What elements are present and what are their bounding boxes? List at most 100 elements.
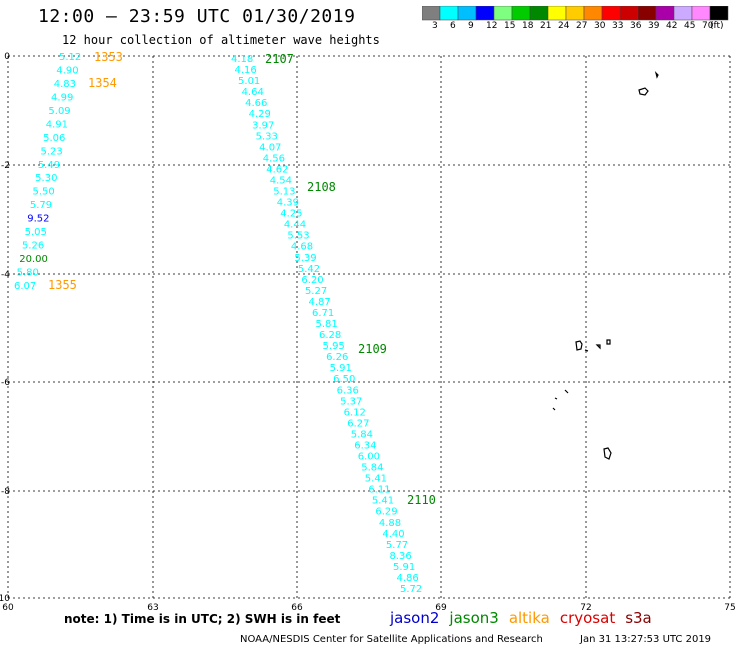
wave-height-value: 5.50 [33, 187, 55, 198]
wave-height-value: 9.52 [27, 214, 49, 225]
wave-height-value: 4.64 [242, 87, 264, 98]
wave-height-value: 4.54 [270, 175, 292, 186]
colorbar-label: 33 [612, 21, 624, 31]
pass-time-label: 1354 [88, 76, 117, 90]
wave-height-value: 4.16 [235, 65, 257, 76]
wave-height-value: 5.27 [305, 286, 327, 297]
wave-height-value: 4.56 [263, 153, 285, 164]
altimeter-track-right: 4.184.165.014.644.664.293.975.334.074.56… [231, 54, 422, 595]
y-axis-label: 0 [4, 52, 10, 62]
x-axis-label: 66 [291, 603, 303, 610]
wave-height-value: 5.91 [330, 363, 352, 374]
footer-note: note: 1) Time is in UTC; 2) SWH is in fe… [64, 612, 341, 626]
legend-item-cryosat: cryosat [559, 609, 616, 627]
wave-height-value: 5.41 [365, 474, 387, 485]
wave-height-value: 6.26 [326, 352, 348, 363]
wave-height-value: 5.84 [351, 429, 373, 440]
wave-height-value: 5.33 [256, 131, 278, 142]
island-shape [552, 389, 569, 411]
wave-height-value: 4.39 [277, 198, 299, 209]
wave-height-value: 4.91 [46, 119, 68, 130]
x-axis-label: 63 [147, 603, 158, 610]
wave-height-value: 5.06 [43, 133, 65, 144]
colorbar-label: 30 [594, 21, 606, 31]
wave-height-value: 8.36 [389, 551, 411, 562]
wave-height-value: 6.34 [354, 440, 376, 451]
wave-height-value: 5.72 [400, 584, 422, 595]
y-axis-label: -4 [1, 270, 10, 280]
x-axis-label: 72 [580, 603, 591, 610]
island-shape [603, 447, 612, 460]
colorbar-label: 21 [540, 21, 552, 31]
colorbar-label: 45 [684, 21, 696, 31]
colorbar-label: 24 [558, 21, 570, 31]
colorbar-labels: 3 6 9 12 15 18 21 24 27 30 33 36 39 42 45 70 (ft) [422, 21, 740, 33]
wave-height-value: 5.91 [393, 562, 415, 573]
wave-height-value: 4.90 [56, 65, 78, 76]
legend-item-s3a: s3a [625, 609, 652, 627]
island-shape [638, 71, 659, 96]
pass-time-label: 2107 [265, 52, 294, 66]
legend-item-altika: altika [508, 609, 550, 627]
wave-height-value: 5.41 [372, 496, 394, 507]
pass-time-labels: 1353 1354 1355 2107 2108 2109 2110 [48, 50, 436, 507]
wave-height-value: 4.66 [245, 98, 267, 109]
wave-height-value: 5.53 [287, 231, 309, 242]
wave-height-value: 6.28 [319, 330, 341, 341]
island-shape [575, 339, 611, 352]
wave-height-value: 4.07 [259, 142, 281, 153]
wave-height-value: 5.09 [48, 106, 70, 117]
wave-height-value: 4.62 [266, 164, 288, 175]
islands [552, 71, 659, 460]
colorbar [422, 6, 729, 21]
colorbar-label: 12 [486, 21, 498, 31]
page-title: 12:00 — 23:59 UTC 01/30/2019 [38, 6, 356, 27]
wave-height-value: 6.11 [368, 485, 390, 496]
x-axis-labels: 60 63 66 69 72 75 [2, 603, 735, 610]
y-axis-label: -10 [0, 594, 10, 604]
colorbar-label: 3 [432, 21, 438, 31]
pass-time-label: 1353 [94, 50, 123, 64]
map-grid [7, 55, 731, 599]
colorbar-label: 36 [630, 21, 642, 31]
legend-item-jason2: jason2 [390, 609, 440, 627]
wave-height-value: 6.50 [333, 374, 355, 385]
pass-time-label: 2108 [307, 180, 336, 194]
wave-height-value: 5.26 [22, 241, 44, 252]
wave-height-value: 4.18 [231, 54, 253, 65]
wave-height-value: 4.88 [379, 518, 401, 529]
wave-height-value: 6.12 [344, 407, 366, 418]
colorbar-label: 42 [666, 21, 678, 31]
colorbar-label: 70 [702, 21, 714, 31]
pass-time-label: 2110 [407, 493, 436, 507]
legend-item-jason3: jason3 [449, 609, 499, 627]
wave-height-value: 5.49 [38, 160, 60, 171]
wave-height-value: 6.71 [312, 308, 334, 319]
wave-height-value: 6.36 [337, 385, 359, 396]
wave-height-value: 4.86 [396, 573, 418, 584]
wave-height-value: 5.30 [35, 173, 57, 184]
wave-height-value: 4.29 [249, 109, 271, 120]
colorbar-label: 18 [522, 21, 534, 31]
wave-height-value: 6.29 [375, 507, 397, 518]
wave-height-value: 4.40 [382, 529, 404, 540]
y-axis-label: -8 [1, 487, 10, 497]
colorbar-label: 39 [648, 21, 660, 31]
wave-height-map: 0 -2 -4 -6 -8 -10 60 63 66 69 72 75 5.12 4.90 4.83 4.… [0, 50, 736, 610]
wave-height-value: 5.12 [59, 52, 81, 63]
wave-height-value: 4.87 [308, 297, 330, 308]
wave-height-value: 5.79 [30, 200, 52, 211]
wave-height-value: 5.95 [323, 341, 345, 352]
x-axis-label: 69 [435, 603, 447, 610]
colorbar-label: 27 [576, 21, 588, 31]
wave-height-value: 6.27 [347, 418, 369, 429]
pass-time-label: 1355 [48, 278, 77, 292]
wave-height-value: 5.80 [17, 268, 39, 279]
x-axis-label: 75 [724, 603, 735, 610]
wave-height-value: 5.13 [273, 187, 295, 198]
colorbar-label: 9 [468, 21, 474, 31]
y-axis-label: -2 [1, 161, 10, 171]
generation-timestamp: Jan 31 13:27:53 UTC 2019 [580, 634, 712, 645]
wave-height-value: 4.25 [280, 209, 302, 220]
wave-height-value: 4.99 [51, 92, 73, 103]
